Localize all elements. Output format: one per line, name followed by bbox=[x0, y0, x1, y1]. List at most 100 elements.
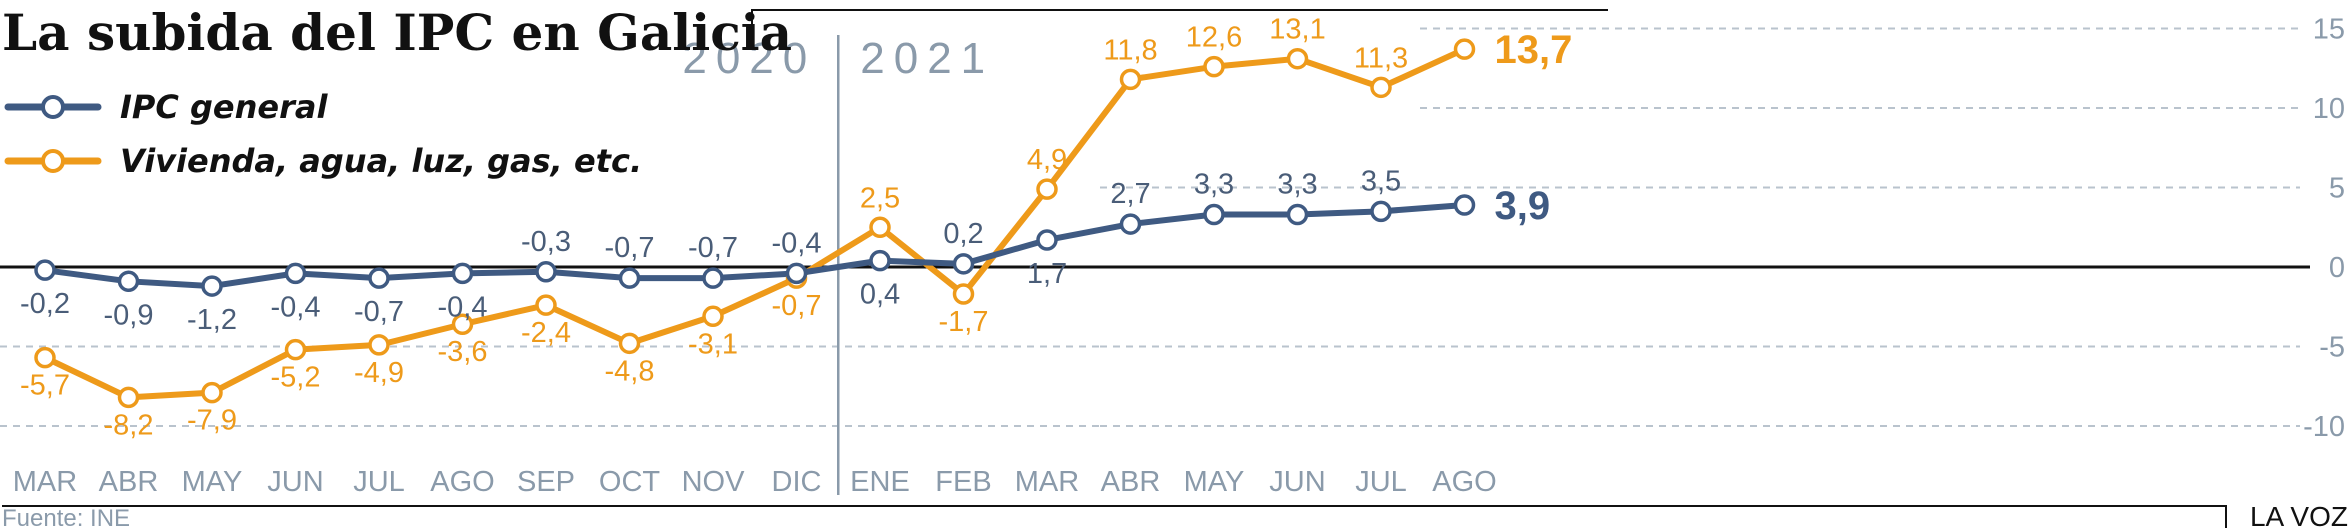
x-tick-label: NOV bbox=[682, 466, 746, 498]
data-point-vivienda bbox=[702, 305, 724, 328]
data-point-vivienda bbox=[952, 283, 975, 305]
data-point-general bbox=[34, 259, 56, 281]
x-tick-label: ABR bbox=[99, 466, 159, 498]
x-tick-label: JUN bbox=[1269, 466, 1325, 498]
data-label-general: -0,4 bbox=[772, 227, 822, 259]
data-label-general: -0,4 bbox=[438, 291, 488, 323]
data-point-vivienda bbox=[1203, 55, 1225, 78]
data-point-general bbox=[702, 267, 724, 289]
x-tick-label: AGO bbox=[1432, 466, 1496, 498]
data-label-vivienda: -4,8 bbox=[605, 355, 655, 387]
data-label-vivienda: 12,6 bbox=[1186, 22, 1242, 54]
footer-bracket bbox=[2, 505, 2227, 528]
data-point-vivienda bbox=[201, 381, 223, 404]
x-tick-label: MAY bbox=[1184, 466, 1245, 498]
data-label-general: 1,7 bbox=[1027, 258, 1067, 290]
chart-title: La subida del IPC en Galicia bbox=[2, 3, 792, 62]
legend-marker-vivienda bbox=[41, 149, 65, 173]
data-label-general: -0,9 bbox=[104, 299, 154, 331]
legend: IPC general Vivienda, agua, luz, gas, et… bbox=[4, 88, 642, 180]
x-tick-label: MAR bbox=[13, 466, 77, 498]
legend-item-vivienda: Vivienda, agua, luz, gas, etc. bbox=[4, 142, 642, 180]
y-tick-label: 15 bbox=[2313, 14, 2345, 46]
data-point-vivienda bbox=[869, 216, 891, 238]
legend-item-general: IPC general bbox=[4, 88, 328, 126]
data-point-vivienda bbox=[117, 386, 140, 409]
data-point-general bbox=[368, 267, 390, 289]
data-point-vivienda bbox=[1036, 178, 1058, 200]
x-tick-label: SEP bbox=[517, 466, 575, 498]
data-label-vivienda: -3,1 bbox=[688, 328, 738, 360]
data-point-vivienda bbox=[284, 338, 307, 361]
data-point-vivienda bbox=[1286, 47, 1309, 70]
x-tick-label: DIC bbox=[772, 466, 822, 498]
data-label-vivienda: 13,7 bbox=[1495, 28, 1573, 72]
data-label-vivienda: 11,3 bbox=[1354, 42, 1408, 74]
data-point-vivienda bbox=[451, 313, 474, 335]
data-point-general bbox=[618, 267, 641, 289]
year-label-2021: 2021 bbox=[860, 34, 994, 83]
data-point-general bbox=[869, 249, 891, 272]
title-underline-bracket bbox=[751, 9, 1608, 34]
brand-logo-text: LA VOZ bbox=[2250, 501, 2348, 530]
data-label-vivienda: -2,4 bbox=[521, 317, 571, 349]
data-label-general: -0,3 bbox=[521, 226, 571, 258]
data-point-general bbox=[1119, 213, 1142, 235]
year-label-2020: 2020 bbox=[682, 34, 816, 83]
data-point-general bbox=[1453, 194, 1476, 216]
y-tick-label: 0 bbox=[2329, 252, 2345, 284]
data-label-general: -1,2 bbox=[187, 304, 237, 336]
data-label-general: -0,2 bbox=[20, 288, 70, 320]
data-point-vivienda bbox=[535, 294, 557, 316]
data-point-general bbox=[1286, 203, 1309, 226]
series-layer bbox=[34, 38, 1476, 409]
data-point-general bbox=[952, 253, 975, 275]
x-tick-label: OCT bbox=[599, 466, 661, 498]
data-point-general bbox=[201, 275, 223, 297]
data-label-general: -0,4 bbox=[271, 291, 321, 323]
data-label-general: -0,7 bbox=[605, 232, 655, 264]
x-tick-label: ENE bbox=[850, 466, 910, 498]
data-label-general: 0,2 bbox=[943, 218, 983, 250]
data-point-vivienda bbox=[1453, 38, 1476, 60]
x-tick-label: JUL bbox=[353, 466, 405, 498]
data-point-general bbox=[1036, 229, 1058, 251]
x-tick-label: ABR bbox=[1101, 466, 1161, 498]
data-label-vivienda: -5,7 bbox=[20, 370, 70, 402]
data-label-general: 2,7 bbox=[1110, 178, 1150, 210]
data-label-general: 3,9 bbox=[1495, 184, 1551, 228]
grid-lines bbox=[0, 27, 2300, 427]
data-label-vivienda: -5,2 bbox=[271, 362, 321, 394]
y-tick-label: -10 bbox=[2303, 411, 2345, 443]
legend-label-vivienda: Vivienda, agua, luz, gas, etc. bbox=[120, 142, 642, 180]
data-label-vivienda: 13,1 bbox=[1269, 14, 1325, 46]
data-point-vivienda bbox=[618, 332, 641, 355]
data-point-vivienda bbox=[1370, 76, 1392, 99]
data-point-general bbox=[785, 262, 808, 285]
data-label-vivienda: 11,8 bbox=[1103, 34, 1157, 66]
x-tick-label: JUN bbox=[267, 466, 323, 498]
data-point-general bbox=[117, 270, 140, 293]
data-label-general: -0,7 bbox=[354, 296, 404, 328]
y-tick-label: 5 bbox=[2329, 173, 2345, 205]
x-tick-label: AGO bbox=[430, 466, 494, 498]
series-line-vivienda bbox=[42, 46, 1468, 401]
legend-marker-general bbox=[41, 95, 65, 119]
data-label-vivienda: -8,2 bbox=[104, 409, 154, 441]
data-label-general: -0,7 bbox=[688, 232, 738, 264]
data-label-general: 3,3 bbox=[1277, 169, 1317, 201]
series-line-general bbox=[42, 201, 1468, 290]
data-point-general bbox=[535, 261, 557, 283]
x-tick-label: FEB bbox=[935, 466, 991, 498]
data-point-vivienda bbox=[368, 334, 390, 356]
y-axis-ticks: 15 10 5 0 -5 -10 bbox=[2303, 14, 2345, 444]
data-label-vivienda: -3,6 bbox=[438, 336, 488, 368]
y-tick-label: 10 bbox=[2313, 93, 2345, 125]
source-note: Fuente: INE bbox=[2, 505, 130, 530]
y-tick-label: -5 bbox=[2319, 332, 2345, 364]
data-label-vivienda: -4,9 bbox=[354, 357, 404, 389]
data-label-vivienda: 2,5 bbox=[860, 182, 900, 214]
data-label-general: 3,3 bbox=[1194, 169, 1234, 201]
data-point-general bbox=[451, 262, 474, 285]
